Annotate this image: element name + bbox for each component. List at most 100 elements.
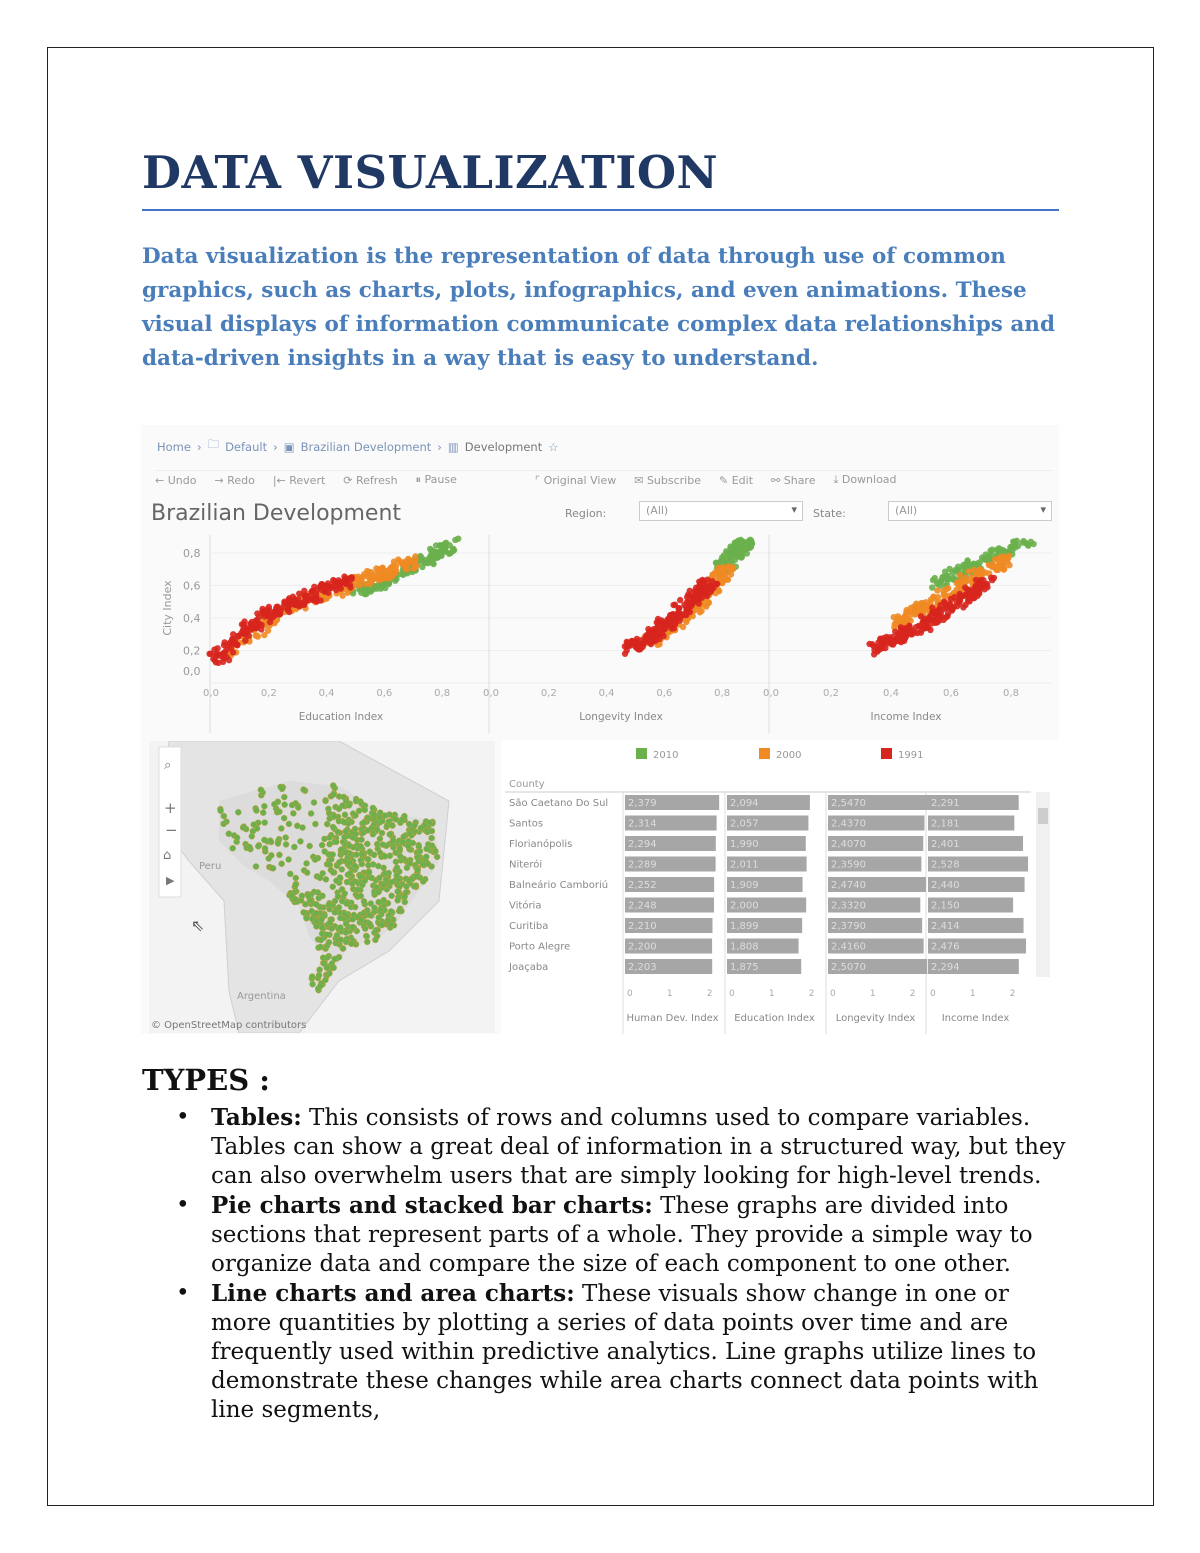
map-point [298,892,306,900]
scatter-point-2000 [962,577,969,584]
scatter-point-1991 [213,652,220,660]
scatter-point-2000 [930,594,938,602]
map-point [341,833,348,841]
map-point [305,893,312,900]
table-bar-label: 2,181 [931,819,960,830]
scatter-point-1991 [961,584,969,591]
map-point [333,877,340,884]
share-button[interactable]: ⚯ Share [771,473,816,487]
table-row-name: Santos [509,819,543,830]
scatter-point-1991 [936,606,943,613]
play-icon[interactable]: ▶ [166,874,175,887]
map-point [388,821,396,829]
map-point [239,824,247,831]
map-point [423,853,430,860]
map-point [323,820,331,828]
region-label: Region: [565,507,607,520]
scatter-point-2000 [944,585,952,592]
map-point [269,865,277,872]
scatter-point-1991 [927,626,934,634]
map-point [294,804,302,811]
map-point [313,923,320,930]
map-point [303,869,311,876]
pause-button[interactable]: ⏸ Pause [415,473,457,486]
x-tick-label: 0,2 [823,688,839,699]
table-bar [625,959,713,974]
scatter-point-2000 [696,609,704,616]
scatter-point-1991 [676,617,683,624]
scatter-point-1991 [635,646,642,653]
scatter-point-1991 [669,617,677,624]
scatter-point-1991 [291,595,299,603]
x-tick-label: 1 [970,989,976,999]
refresh-button[interactable]: ⟳ Refresh [343,473,398,487]
scatter-point-1991 [878,644,886,652]
home-icon[interactable]: ⌂ [163,848,171,863]
map-point [371,904,378,911]
scatter-point-1991 [296,590,303,597]
table-bar-label: 2,4370 [831,819,866,830]
map-search-icon[interactable]: ⌕ [164,758,171,773]
subscribe-button[interactable]: ✉ Subscribe [634,473,701,487]
redo-button[interactable]: → Redo [214,473,255,487]
page-title: DATA VISUALIZATION [142,146,719,199]
table-bar [727,938,799,954]
table-bar-label: 2,476 [931,942,960,953]
scatter-point-1991 [319,584,327,591]
map-point [331,955,338,963]
column-header: Longevity Index [836,1013,916,1024]
scatter-point-2000 [717,565,724,572]
scatter-point-2010 [430,548,438,556]
original-view-button[interactable]: ⌜ Original View [534,473,617,487]
map-point [276,851,283,859]
x-tick-label: 0 [930,989,936,999]
map-point [365,869,373,876]
map-point [376,835,384,843]
map-point [370,811,378,819]
scatter-point-1991 [653,625,660,632]
map-label-argentina: Argentina [237,991,286,1002]
scatter-point-1991 [676,604,683,612]
crumb-default[interactable]: Default [225,439,268,454]
zoom-out-icon[interactable]: − [165,821,178,839]
scatter-point-2010 [385,580,393,588]
scatter-point-1991 [956,597,964,604]
state-select[interactable]: (All) [888,501,1052,521]
download-button[interactable]: ⤓ Download [833,473,897,486]
map-point [375,888,382,896]
scatter-point-2000 [1006,562,1013,569]
revert-button[interactable]: |← Revert [272,473,326,487]
map-point [389,837,397,844]
table-bar [928,815,1015,831]
scrollbar-thumb [1038,808,1048,824]
map-point [364,814,371,822]
map-point [413,873,420,880]
map-point [281,801,288,808]
crumb-home[interactable]: Home [157,439,191,454]
map-point [312,820,319,828]
x-axis-title: Income Index [871,711,942,723]
map-point [246,843,253,851]
edit-button[interactable]: ✎ Edit [718,473,754,487]
table-scrollbar [1036,792,1050,977]
map-point [330,812,338,820]
region-select[interactable]: (All) [639,501,803,521]
map-point [282,841,290,848]
map[interactable]: Peru Argentina © OpenStreetMap contribut… [149,741,495,1033]
map-point [319,892,326,900]
map-point [317,936,325,944]
map-point [341,857,349,865]
zoom-in-icon[interactable]: + [164,799,177,817]
x-tick-label: 0,4 [319,688,335,699]
map-point [388,892,395,900]
star-icon[interactable]: ☆ [548,439,559,454]
crumb-workbook[interactable]: Brazilian Development [300,439,432,454]
table-row-name: Balneário Camboriú [509,879,608,891]
table-bar [727,918,803,933]
undo-button[interactable]: ← Undo [155,473,197,487]
map-point [365,856,372,863]
map-point [326,834,333,841]
table-bar [828,897,921,913]
scatter-point-2010 [363,590,370,598]
map-point [432,847,439,855]
